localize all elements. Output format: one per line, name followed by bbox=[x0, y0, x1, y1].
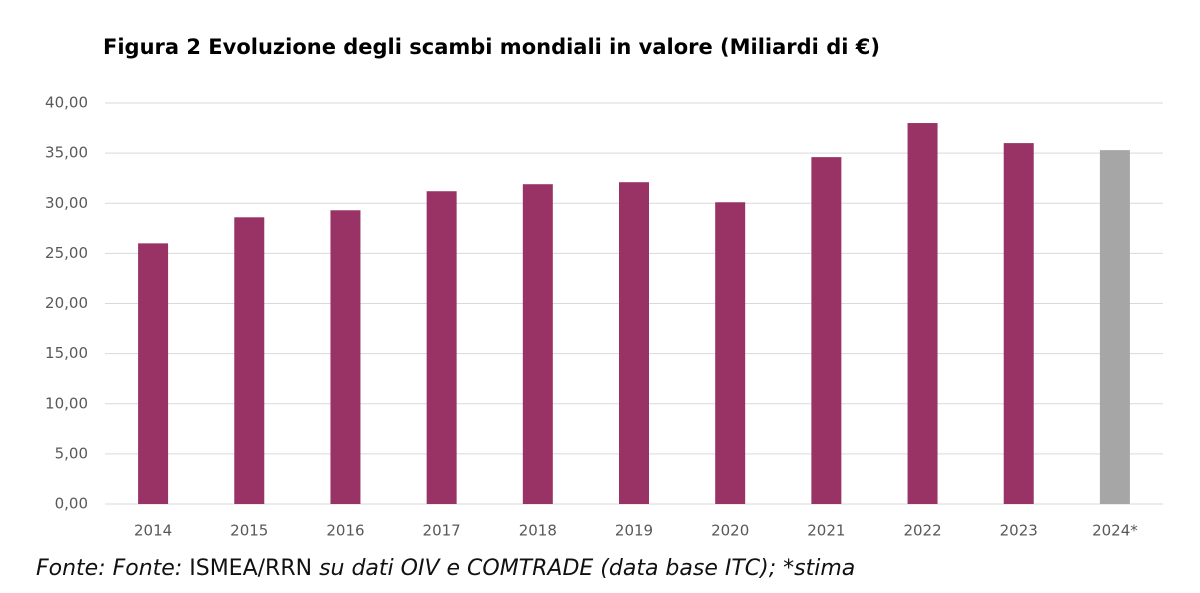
y-tick-label: 15,00 bbox=[45, 344, 88, 362]
x-tick-label: 2022 bbox=[903, 522, 941, 540]
x-tick-label: 2015 bbox=[230, 522, 268, 540]
bar bbox=[811, 157, 842, 504]
bar bbox=[1099, 150, 1130, 504]
x-tick-label: 2024* bbox=[1092, 522, 1138, 540]
y-tick-label: 40,00 bbox=[45, 94, 88, 112]
y-tick-label: 10,00 bbox=[45, 394, 88, 412]
bar bbox=[715, 202, 746, 504]
x-tick-label: 2018 bbox=[519, 522, 557, 540]
bar bbox=[522, 184, 553, 504]
source-part: Fonte: Fonte: bbox=[36, 556, 190, 581]
bar bbox=[907, 123, 938, 505]
y-tick-label: 25,00 bbox=[45, 244, 88, 262]
source-part: ISMEA/RRN bbox=[189, 556, 313, 581]
source-note: Fonte: Fonte: ISMEA/RRN su dati OIV e CO… bbox=[36, 556, 855, 581]
y-tick-label: 35,00 bbox=[45, 144, 88, 162]
y-tick-label: 20,00 bbox=[45, 294, 88, 312]
bar bbox=[234, 217, 265, 504]
source-part: su dati OIV e COMTRADE (data base ITC); … bbox=[312, 556, 856, 581]
bar bbox=[619, 182, 649, 504]
y-tick-label: 30,00 bbox=[45, 194, 88, 212]
x-tick-label: 2017 bbox=[423, 522, 461, 540]
x-tick-label: 2023 bbox=[1000, 522, 1038, 540]
chart-title: Figura 2 Evoluzione degli scambi mondial… bbox=[103, 35, 880, 59]
bar bbox=[330, 210, 361, 504]
bar bbox=[138, 243, 169, 504]
x-tick-label: 2016 bbox=[326, 522, 364, 540]
x-tick-label: 2021 bbox=[807, 522, 845, 540]
x-tick-label: 2020 bbox=[711, 522, 749, 540]
x-tick-label: 2019 bbox=[615, 522, 653, 540]
bar bbox=[426, 191, 457, 504]
x-tick-label: 2014 bbox=[134, 522, 172, 540]
y-tick-label: 0,00 bbox=[55, 495, 88, 513]
y-tick-label: 5,00 bbox=[55, 444, 88, 462]
bar bbox=[1003, 143, 1034, 504]
